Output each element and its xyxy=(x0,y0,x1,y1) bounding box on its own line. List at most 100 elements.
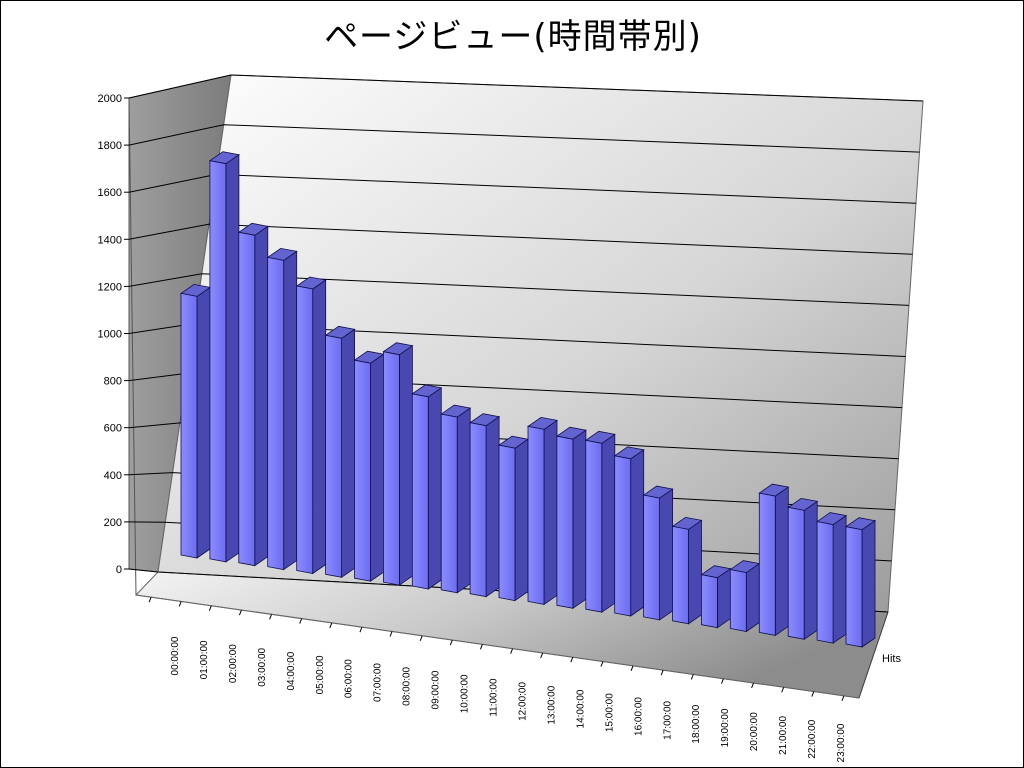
bar-front xyxy=(411,393,429,590)
x-tick-mark xyxy=(540,652,544,659)
x-tick-label: 20:00:00 xyxy=(749,712,760,751)
bar-front xyxy=(180,292,198,559)
bar-01:00:00 xyxy=(208,151,240,563)
x-tick-label: 13:00:00 xyxy=(546,685,557,724)
x-tick-label: 17:00:00 xyxy=(662,700,673,739)
bar-front xyxy=(382,351,400,586)
y-tick-label: 200 xyxy=(104,517,122,529)
x-tick-label: 15:00:00 xyxy=(604,693,615,732)
depth-axis-line xyxy=(858,611,889,699)
bar-10:00:00 xyxy=(469,413,501,598)
bar-front xyxy=(758,492,776,636)
bar-front xyxy=(354,359,371,582)
x-tick-label: 10:00:00 xyxy=(460,674,471,713)
x-tick-label: 09:00:00 xyxy=(431,670,442,709)
y-tick-label: 800 xyxy=(104,376,122,388)
bar-side xyxy=(485,415,500,598)
bar-front xyxy=(643,494,660,621)
x-tick-label: 22:00:00 xyxy=(807,719,818,758)
x-tick-mark xyxy=(419,635,423,641)
x-tick-label: 14:00:00 xyxy=(575,689,586,728)
x-tick-mark xyxy=(178,601,182,607)
x-tick-mark xyxy=(660,669,664,676)
bar-front xyxy=(209,160,227,563)
bar-front xyxy=(498,444,516,602)
gridline xyxy=(128,273,910,306)
chart-bars xyxy=(179,151,877,648)
bar-front xyxy=(585,439,603,613)
bar-side xyxy=(341,328,356,579)
bar-08:00:00 xyxy=(411,384,443,590)
x-tick-mark xyxy=(359,627,363,633)
y-tick-label: 400 xyxy=(104,470,122,482)
bar-17:00:00 xyxy=(671,516,703,625)
y-tick-label: 1200 xyxy=(98,281,122,293)
x-tick-label: 08:00:00 xyxy=(402,666,413,705)
bar-side xyxy=(312,279,327,575)
x-tick-label: 00:00:00 xyxy=(170,636,181,675)
bar-side xyxy=(196,286,211,559)
bar-side xyxy=(427,387,442,590)
gridline xyxy=(128,124,920,153)
x-tick-label: 18:00:00 xyxy=(691,704,702,743)
x-tick-label: 23:00:00 xyxy=(836,723,847,762)
bar-21:00:00 xyxy=(787,497,819,641)
gridline xyxy=(128,223,913,255)
bar-18:00:00 xyxy=(700,565,732,629)
bar-13:00:00 xyxy=(555,426,587,610)
bar-06:00:00 xyxy=(353,350,385,582)
bar-front xyxy=(729,569,747,632)
gridline xyxy=(128,422,899,460)
y-tick-label: 1600 xyxy=(98,187,122,199)
bar-15:00:00 xyxy=(613,446,645,617)
bar-03:00:00 xyxy=(266,247,298,571)
bar-front xyxy=(672,525,689,625)
bar-front xyxy=(845,526,863,648)
bar-09:00:00 xyxy=(440,404,472,594)
bar-side xyxy=(283,250,298,571)
x-tick-mark xyxy=(299,618,303,624)
x-tick-mark xyxy=(510,648,514,654)
gridline xyxy=(128,74,924,102)
bar-side xyxy=(832,514,847,644)
bar-front xyxy=(614,455,632,617)
bar-side xyxy=(688,519,702,625)
x-tick-mark xyxy=(751,682,755,689)
bar-side xyxy=(630,449,645,617)
x-tick-mark xyxy=(600,661,604,667)
x-tick-mark xyxy=(630,665,634,671)
bar-front xyxy=(267,256,285,571)
x-tick-label: 21:00:00 xyxy=(778,716,789,755)
bar-side xyxy=(717,567,731,629)
x-tick-mark xyxy=(841,695,845,702)
x-tick-mark xyxy=(690,674,694,680)
x-tick-label: 02:00:00 xyxy=(228,644,239,683)
bar-front xyxy=(238,231,256,567)
bar-04:00:00 xyxy=(295,276,327,575)
y-tick-label: 1000 xyxy=(98,329,122,341)
bar-front xyxy=(325,334,343,578)
bar-20:00:00 xyxy=(758,483,790,637)
y-axis-line xyxy=(128,97,137,596)
y-tick-label: 0 xyxy=(116,564,122,576)
x-tick-mark xyxy=(208,605,212,611)
bar-side xyxy=(659,488,673,621)
y-axis-ticks: 0 200 400 600 800 1000 1200 1400 1600 1800 2000 xyxy=(98,93,129,576)
x-tick-mark xyxy=(269,614,273,620)
bar-side xyxy=(456,407,471,594)
x-tick-mark xyxy=(811,691,815,697)
x-tick-mark xyxy=(781,687,785,693)
x-tick-label: 19:00:00 xyxy=(720,708,731,747)
bar-front xyxy=(440,413,458,594)
bar-front xyxy=(296,285,314,574)
bar-14:00:00 xyxy=(584,430,616,613)
bar-side xyxy=(514,438,529,602)
x-tick-label: 12:00:00 xyxy=(517,682,528,721)
bar-side xyxy=(861,519,876,648)
x-tick-mark xyxy=(720,678,724,684)
bar-side xyxy=(254,225,269,567)
bar-front xyxy=(701,574,718,629)
bar-front xyxy=(527,425,545,605)
bar-07:00:00 xyxy=(382,342,414,586)
bar-side xyxy=(225,153,240,563)
